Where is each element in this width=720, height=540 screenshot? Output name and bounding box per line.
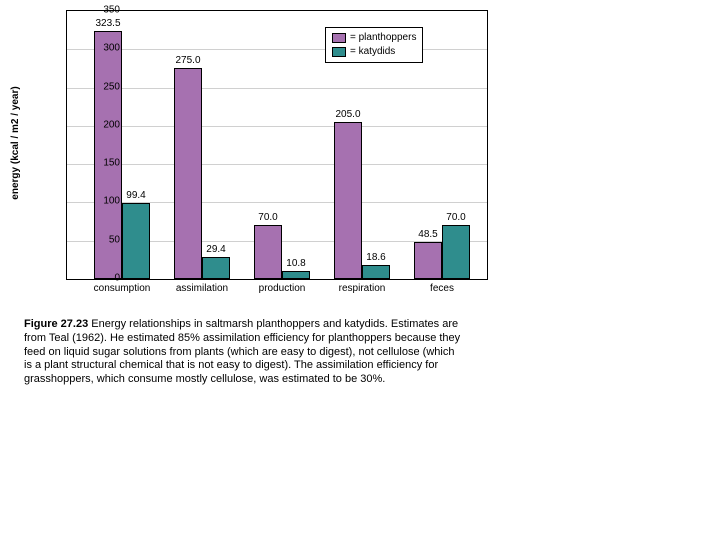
bar-value-label: 99.4 <box>126 190 145 201</box>
chart-frame: 323.5 99.4 275.0 29.4 70.0 10.8 205.0 18.6 48.5 7… <box>66 10 488 280</box>
bar-planthoppers <box>414 242 442 279</box>
figure-caption: Figure 27.23 Energy relationships in sal… <box>24 318 464 387</box>
bar-planthoppers <box>174 68 202 279</box>
y-tick-label: 0 <box>82 273 120 284</box>
bar-value-label: 48.5 <box>418 229 437 240</box>
bar-katydids <box>442 225 470 279</box>
bar-katydids <box>122 203 150 279</box>
bar-value-label: 275.0 <box>175 55 200 66</box>
figure-label: Figure 27.23 <box>24 318 88 330</box>
y-tick-label: 100 <box>82 196 120 207</box>
y-tick-label: 350 <box>82 5 120 16</box>
grid-line <box>67 126 487 127</box>
legend-item: = planthoppers <box>332 31 416 45</box>
x-tick-label: consumption <box>82 283 162 294</box>
bar-katydids <box>362 265 390 279</box>
bar-value-label: 323.5 <box>95 18 120 29</box>
plot-area: 323.5 99.4 275.0 29.4 70.0 10.8 205.0 18.6 48.5 7… <box>67 11 487 279</box>
bar-value-label: 18.6 <box>366 252 385 263</box>
legend-item: = katydids <box>332 45 416 59</box>
bar-value-label: 70.0 <box>446 212 465 223</box>
legend-label: = katydids <box>350 45 395 59</box>
bar-value-label: 70.0 <box>258 212 277 223</box>
x-tick-label: respiration <box>322 283 402 294</box>
bar-value-label: 205.0 <box>335 109 360 120</box>
bar-planthoppers <box>334 122 362 279</box>
caption-text: Energy relationships in saltmarsh planth… <box>24 318 460 385</box>
bar-value-label: 29.4 <box>206 244 225 255</box>
x-tick-label: assimilation <box>162 283 242 294</box>
y-tick-label: 150 <box>82 158 120 169</box>
bar-planthoppers <box>254 225 282 279</box>
bar-katydids <box>282 271 310 279</box>
y-axis-label: energy (kcal / m2 / year) <box>10 86 21 199</box>
y-tick-label: 50 <box>82 234 120 245</box>
bar-value-label: 10.8 <box>286 258 305 269</box>
grid-line <box>67 164 487 165</box>
grid-line <box>67 49 487 50</box>
energy-bar-chart: energy (kcal / m2 / year) 323.599.4275.0… <box>18 8 498 308</box>
legend: = planthoppers= katydids <box>325 27 423 63</box>
y-tick-label: 300 <box>82 43 120 54</box>
legend-swatch <box>332 47 346 57</box>
y-tick-label: 250 <box>82 81 120 92</box>
legend-label: = planthoppers <box>350 31 416 45</box>
bar-katydids <box>202 257 230 280</box>
grid-line <box>67 88 487 89</box>
x-tick-label: production <box>242 283 322 294</box>
y-tick-label: 200 <box>82 119 120 130</box>
legend-swatch <box>332 33 346 43</box>
x-tick-label: feces <box>402 283 482 294</box>
